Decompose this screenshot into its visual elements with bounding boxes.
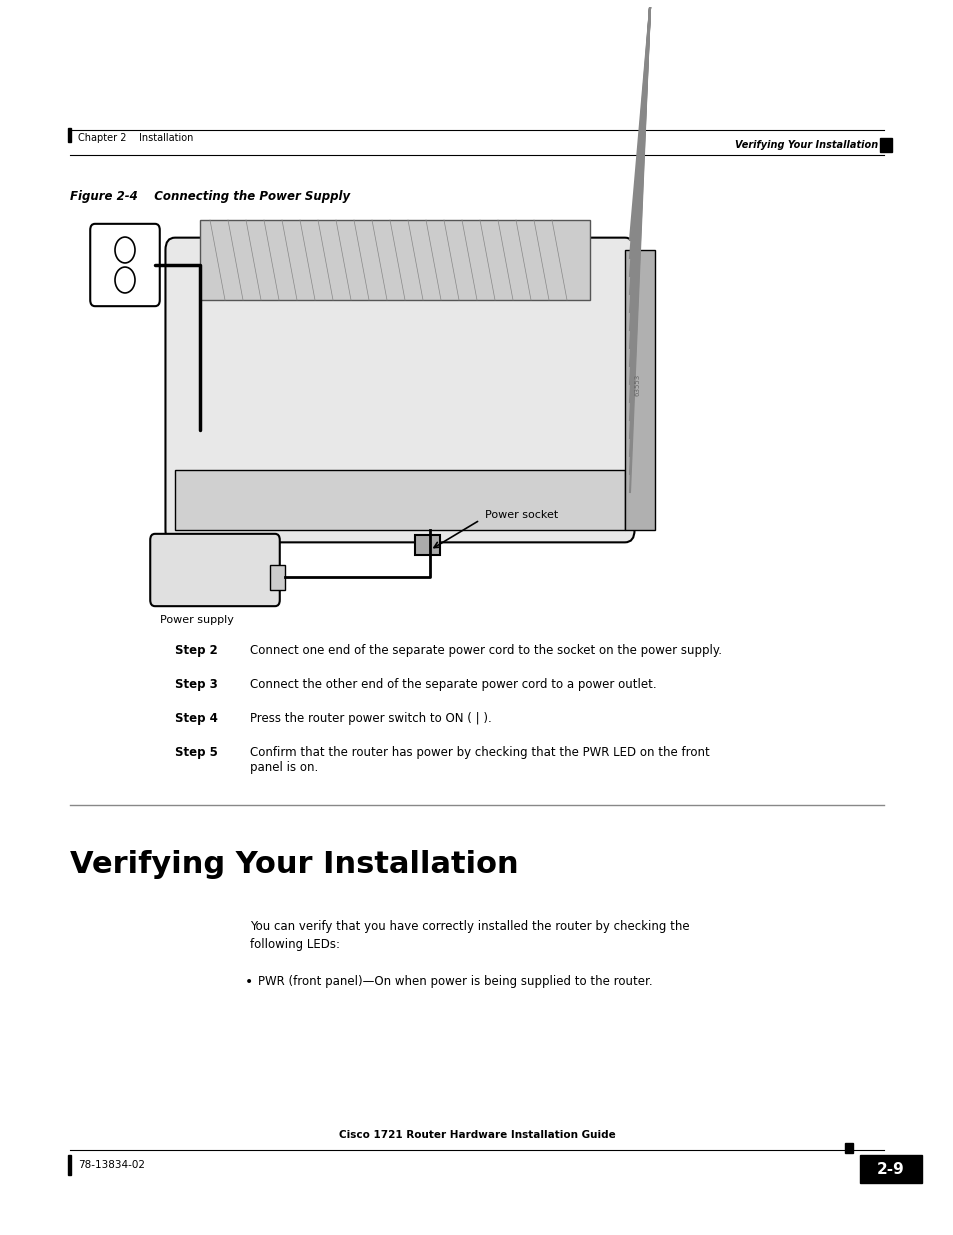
Text: Confirm that the router has power by checking that the PWR LED on the front
pane: Confirm that the router has power by che… [250, 746, 709, 774]
Bar [624, 249, 655, 530]
Circle shape [115, 237, 135, 263]
Text: Connect the other end of the separate power cord to a power outlet.: Connect the other end of the separate po… [250, 678, 656, 692]
Text: Connect one end of the separate power cord to the socket on the power supply.: Connect one end of the separate power co… [250, 643, 721, 657]
Text: 63553: 63553 [635, 374, 640, 396]
Bar [68, 1155, 71, 1174]
Text: Chapter 2    Installation: Chapter 2 Installation [78, 133, 193, 143]
Text: 78-13834-02: 78-13834-02 [78, 1160, 145, 1170]
FancyBboxPatch shape [91, 224, 159, 306]
Text: Step 4: Step 4 [174, 713, 217, 725]
Text: Press the router power switch to ON ( | ).: Press the router power switch to ON ( | … [250, 713, 491, 725]
Text: 2-9: 2-9 [876, 1161, 904, 1177]
Text: •: • [245, 974, 253, 989]
Text: Step 3: Step 3 [174, 678, 217, 692]
Text: Verifying Your Installation: Verifying Your Installation [734, 140, 877, 149]
Text: Step 2: Step 2 [174, 643, 217, 657]
Text: Power socket: Power socket [484, 510, 558, 520]
Bar [415, 535, 439, 555]
Bar [174, 471, 624, 530]
Text: You can verify that you have correctly installed the router by checking the
foll: You can verify that you have correctly i… [250, 920, 689, 951]
Bar [844, 1144, 852, 1153]
Text: Step 5: Step 5 [174, 746, 217, 760]
Text: Power supply: Power supply [160, 615, 233, 625]
FancyBboxPatch shape [150, 534, 279, 606]
Bar [859, 1155, 921, 1183]
Circle shape [115, 267, 135, 293]
Text: Verifying Your Installation: Verifying Your Installation [70, 850, 518, 879]
Bar [879, 138, 891, 152]
Bar [68, 128, 71, 142]
FancyBboxPatch shape [165, 237, 634, 542]
Text: PWR (front panel)—On when power is being supplied to the router.: PWR (front panel)—On when power is being… [257, 974, 652, 988]
Text: Figure 2-4    Connecting the Power Supply: Figure 2-4 Connecting the Power Supply [70, 190, 350, 203]
Bar [270, 564, 285, 590]
Text: Cisco 1721 Router Hardware Installation Guide: Cisco 1721 Router Hardware Installation … [338, 1130, 615, 1140]
FancyBboxPatch shape [200, 220, 589, 300]
